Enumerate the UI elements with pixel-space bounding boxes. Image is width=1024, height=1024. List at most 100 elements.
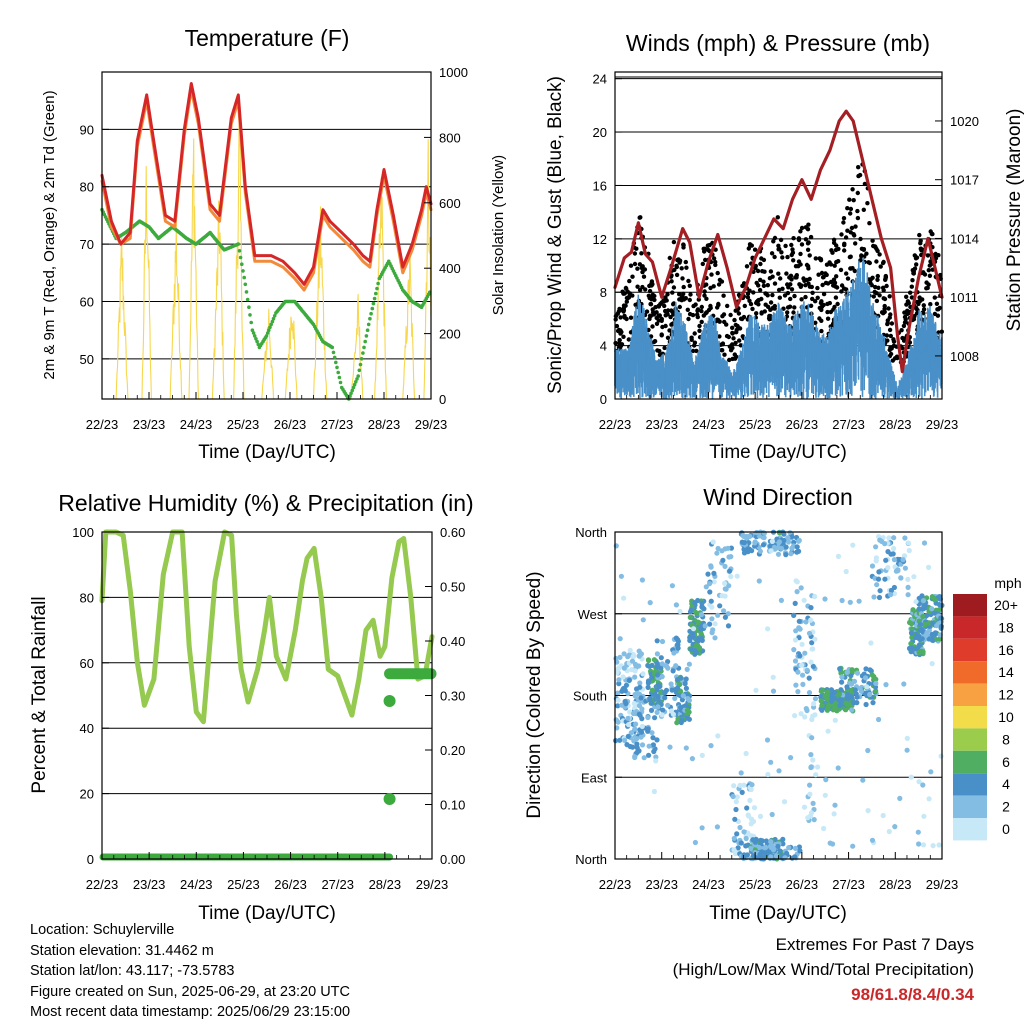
direction-point: [632, 674, 638, 680]
humidity-left-ticks: 0 20 40 60 80 100: [72, 525, 109, 867]
x-tick-label: 22/23: [599, 417, 632, 432]
gust-point: [734, 327, 739, 333]
direction-point: [708, 743, 714, 749]
direction-point: [891, 545, 897, 552]
direction-point: [788, 551, 794, 557]
gust-point: [776, 287, 782, 293]
direction-point: [662, 695, 668, 701]
td-point: [247, 305, 251, 310]
direction-point: [725, 545, 731, 551]
gust-point: [874, 298, 880, 304]
gust-point: [750, 306, 755, 312]
gust-point: [816, 272, 821, 277]
gust-point: [754, 300, 759, 306]
direction-point: [659, 712, 665, 718]
direction-point: [830, 841, 836, 847]
x-tick-label: 23/23: [133, 417, 166, 432]
y-tick-label: 100: [72, 525, 94, 540]
direction-point: [806, 690, 813, 696]
direction-point: [737, 782, 743, 788]
direction-point: [776, 768, 782, 774]
direction-point: [737, 824, 743, 831]
direction-point: [705, 571, 711, 577]
x-tick-label: 29/23: [926, 417, 959, 432]
gust-point: [727, 344, 733, 349]
gust-point: [817, 256, 822, 261]
direction-point: [673, 689, 680, 696]
direction-point: [823, 777, 829, 783]
direction-point: [937, 594, 943, 600]
gust-point: [760, 269, 765, 274]
gust-point: [785, 254, 790, 260]
gust-point: [641, 274, 647, 279]
gust-point: [640, 269, 645, 275]
direction-point: [720, 557, 726, 563]
direction-point: [800, 681, 806, 688]
humidity-gridlines: [102, 531, 432, 860]
direction-point: [795, 669, 801, 675]
x-tick-label: 25/23: [739, 417, 772, 432]
legend-swatch: [953, 795, 987, 818]
gust-point: [699, 319, 704, 325]
info-latlon: Station lat/lon: 43.117; -73.5783: [30, 963, 235, 979]
direction-point: [734, 573, 740, 579]
direction-point: [636, 648, 642, 654]
direction-point: [813, 772, 819, 778]
direction-point: [640, 671, 646, 677]
y2-tick-label: 800: [439, 130, 461, 145]
gust-point: [934, 301, 940, 306]
gust-point: [910, 278, 915, 283]
td-point: [242, 275, 246, 280]
direction-point: [850, 843, 856, 849]
direction-point: [715, 733, 721, 739]
gust-point: [841, 216, 847, 221]
winds-series: [613, 109, 944, 399]
direction-point: [796, 537, 802, 544]
gust-point: [674, 264, 679, 270]
legend-swatch: [953, 616, 987, 639]
td-point: [357, 368, 362, 373]
direction-point: [791, 647, 797, 653]
direction-point: [900, 557, 906, 563]
direction-point: [645, 684, 651, 691]
direction-point: [786, 845, 792, 851]
direction-point: [815, 764, 821, 770]
gust-point: [834, 274, 839, 279]
gust-point: [888, 333, 893, 339]
direction-x-ticks: 22/23 23/23 24/23 25/23 26/23 27/23 28/23 29/23: [599, 852, 958, 892]
gust-point: [786, 285, 791, 290]
td-point: [376, 281, 380, 286]
gust-point: [625, 289, 630, 294]
direction-point: [843, 700, 849, 706]
direction-point: [848, 673, 854, 679]
direction-point: [822, 792, 828, 798]
gust-point: [886, 306, 891, 311]
direction-point: [794, 544, 800, 550]
direction-point: [849, 667, 855, 673]
gust-point: [819, 307, 824, 313]
direction-point: [650, 735, 656, 741]
direction-point: [615, 697, 621, 703]
gust-point: [752, 247, 758, 252]
gust-point: [699, 308, 704, 314]
y-tick-label: 16: [593, 178, 607, 193]
direction-point: [892, 824, 898, 830]
direction-point: [709, 616, 715, 622]
gust-point: [761, 279, 766, 284]
direction-point: [905, 592, 911, 598]
direction-point: [634, 749, 640, 756]
direction-point: [672, 695, 678, 702]
gust-point: [922, 272, 928, 277]
gust-point: [759, 256, 764, 261]
direction-point: [765, 771, 771, 778]
td-point: [365, 328, 370, 333]
legend-swatch: [953, 706, 987, 729]
gust-point: [862, 181, 868, 187]
direction-point: [678, 704, 684, 711]
direction-point: [731, 783, 737, 789]
direction-point: [689, 622, 695, 628]
direction-point: [902, 565, 909, 571]
direction-point: [847, 599, 853, 605]
direction-point: [888, 587, 895, 594]
gust-point: [806, 281, 811, 286]
